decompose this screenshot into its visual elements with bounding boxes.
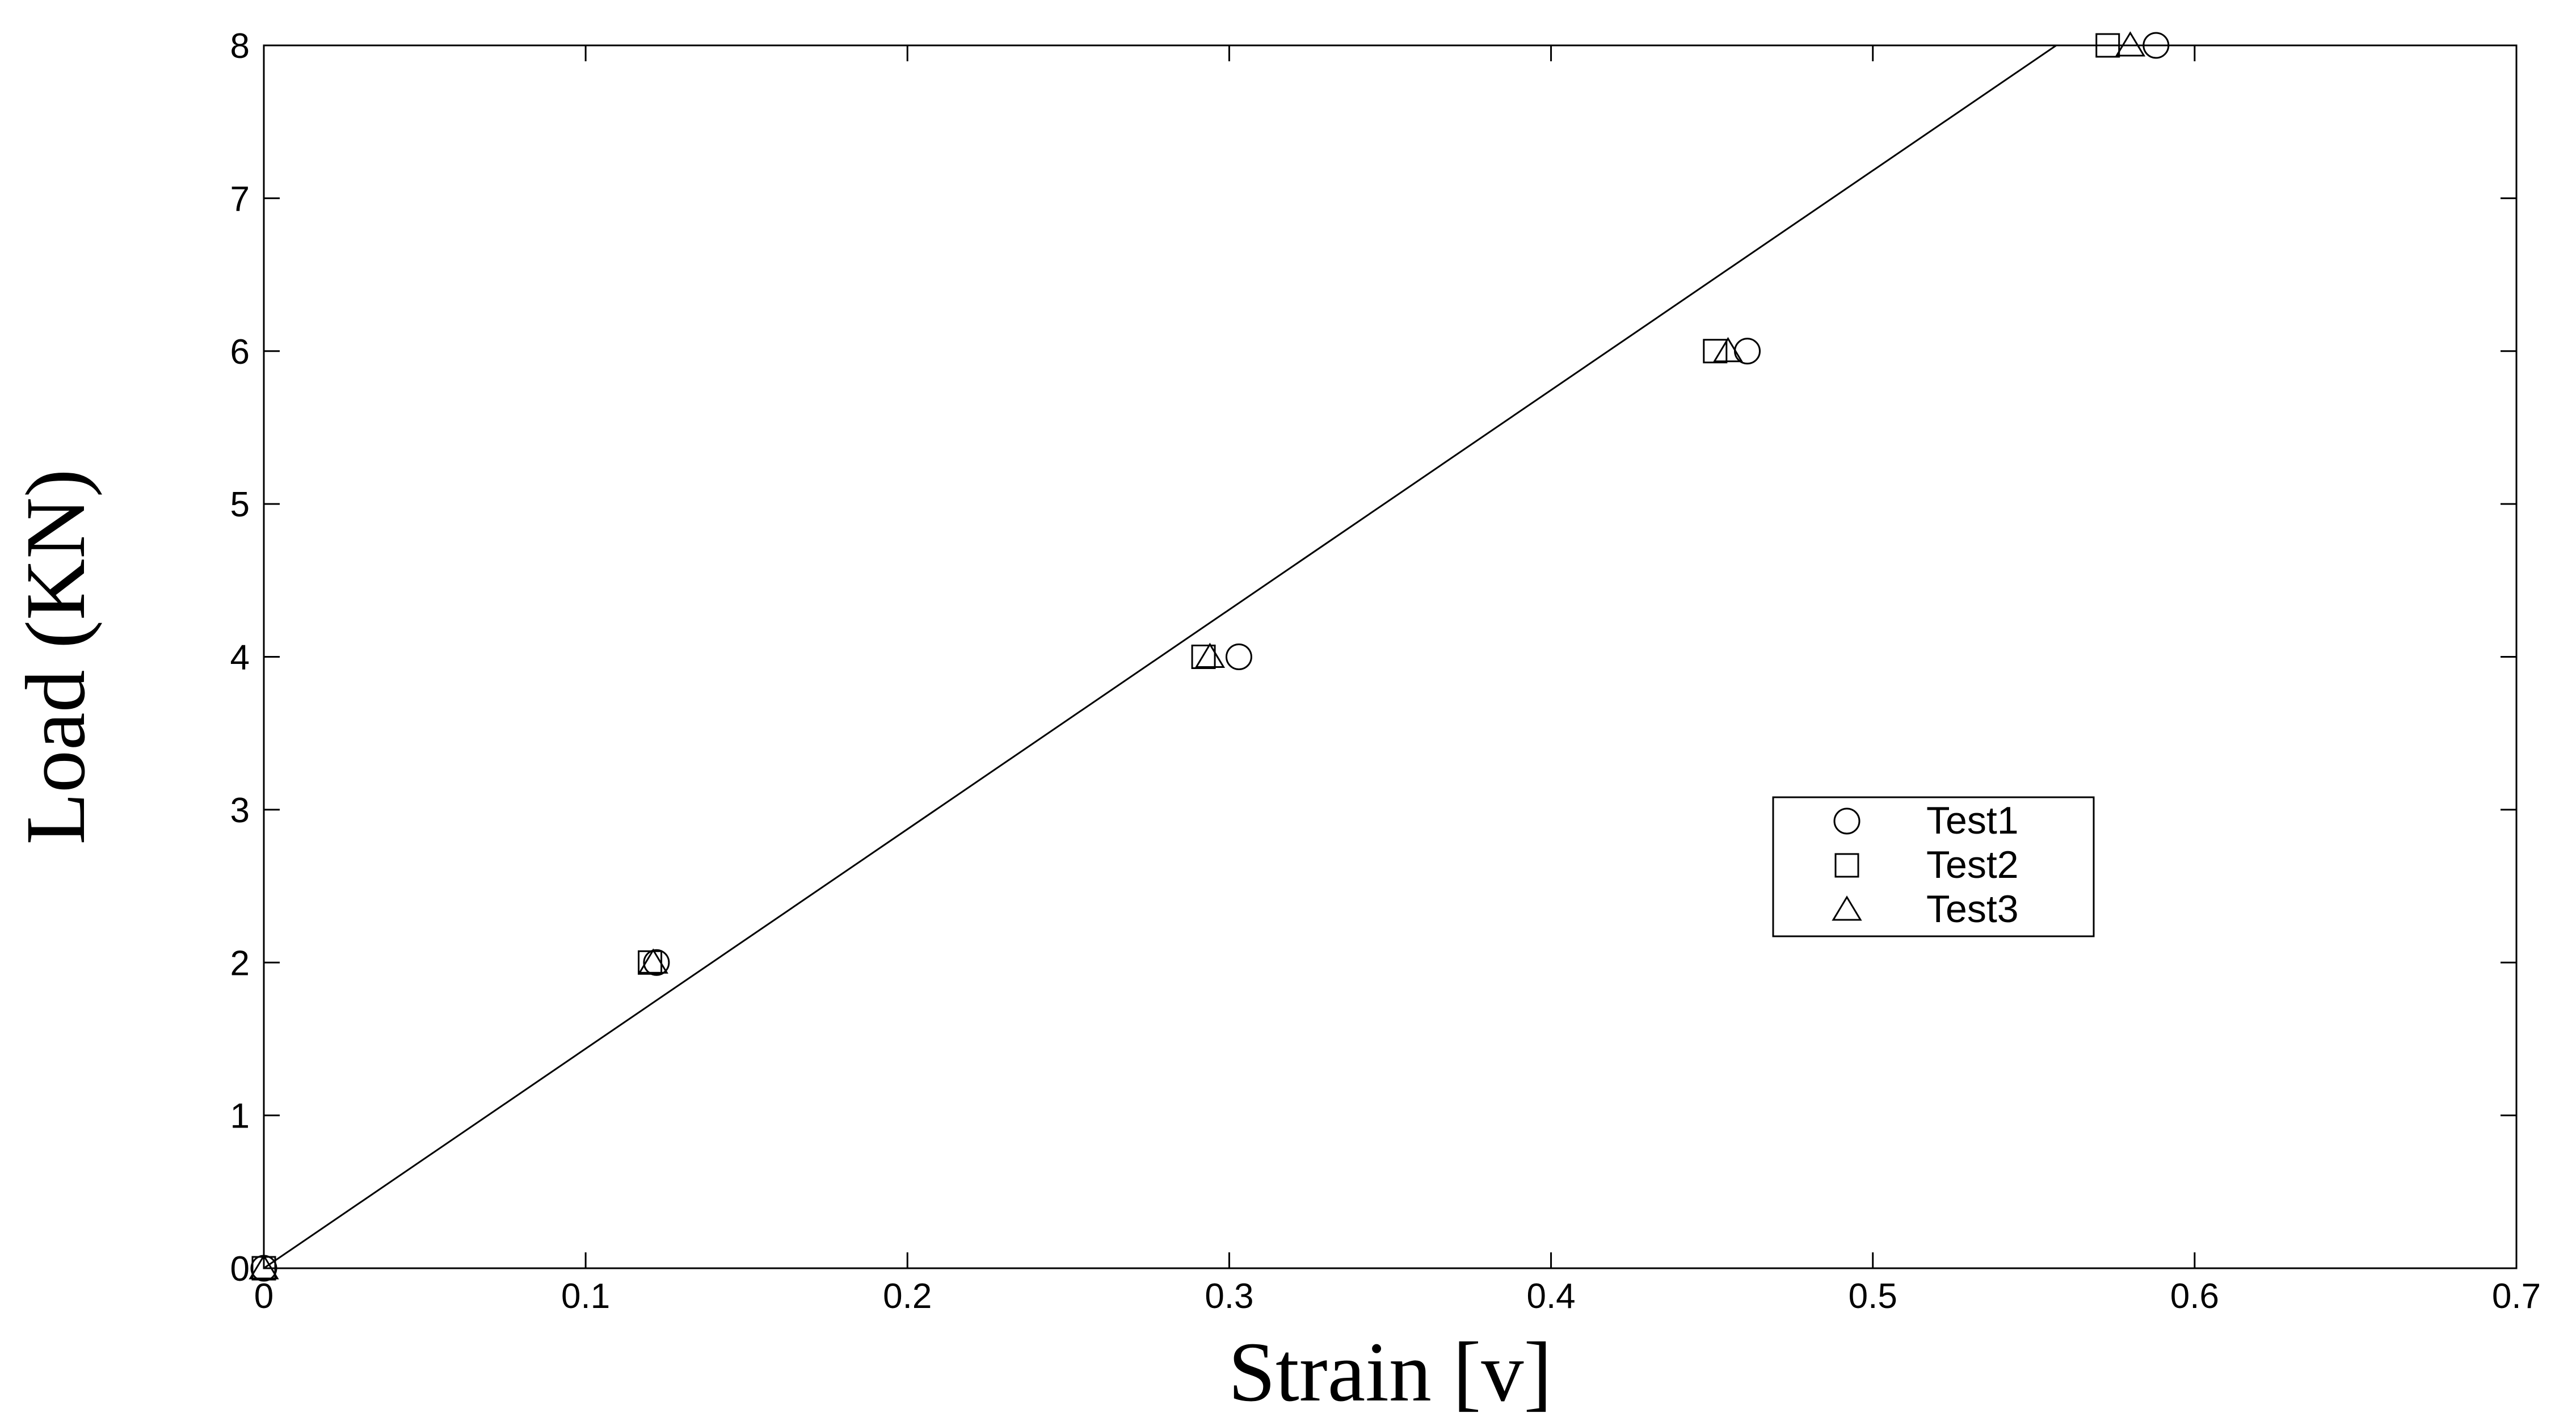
legend-label-test2: Test2 [1926,843,2019,886]
x-tick-label: 0 [254,1277,273,1316]
data-point-test3 [2115,31,2146,57]
legend-marker-test2 [1834,853,1859,878]
x-axis-title: Strain [v] [1228,1325,1552,1419]
data-point-test1 [1225,643,1252,670]
data-point-test1 [643,949,670,976]
y-tick-label: 3 [230,791,250,830]
legend-label-test3: Test3 [1926,887,2019,931]
plot-area [263,44,2518,1269]
y-tick-label: 4 [230,638,250,678]
legend-marker-test1 [1833,807,1861,835]
y-tick-label: 1 [230,1097,250,1136]
y-tick-label: 0 [230,1250,250,1289]
data-point-test3 [1194,642,1226,668]
data-point-test1 [2143,32,2170,59]
axis-ticks: 0 0.1 0.2 0.3 0.4 0.5 0.6 0.7 0 1 2 3 4 5 6 7 8 [230,27,2541,1316]
legend-box [1772,796,2095,937]
data-point-test3 [249,1254,279,1280]
x-tick-label: 0.6 [2170,1277,2219,1316]
y-tick-label: 7 [230,179,250,218]
x-tick-label: 0.5 [1849,1277,1897,1316]
y-tick-label: 8 [230,27,250,66]
legend-label-test1: Test1 [1926,799,2019,842]
data-point-test2 [1703,339,1728,364]
fit-line-group [263,44,2057,1269]
x-tick-label: 0.3 [1205,1277,1253,1316]
y-axis-title: Load (KN) [9,469,103,844]
fit-line [263,44,2057,1269]
data-points [249,31,2170,1282]
data-point-test1 [1734,338,1761,365]
legend-marker-test3 [1832,895,1862,921]
data-point-test3 [1712,336,1744,363]
y-tick-label: 2 [230,944,250,983]
x-tick-label: 0.2 [883,1277,932,1316]
data-point-test2 [2095,33,2120,58]
x-tick-label: 0.1 [561,1277,610,1316]
data-point-test2 [1191,645,1216,669]
x-tick-label: 0.4 [1526,1277,1575,1316]
y-tick-label: 5 [230,485,250,524]
x-tick-label: 0.7 [2492,1277,2541,1316]
data-point-test3 [638,948,668,974]
y-tick-label: 6 [230,333,250,372]
